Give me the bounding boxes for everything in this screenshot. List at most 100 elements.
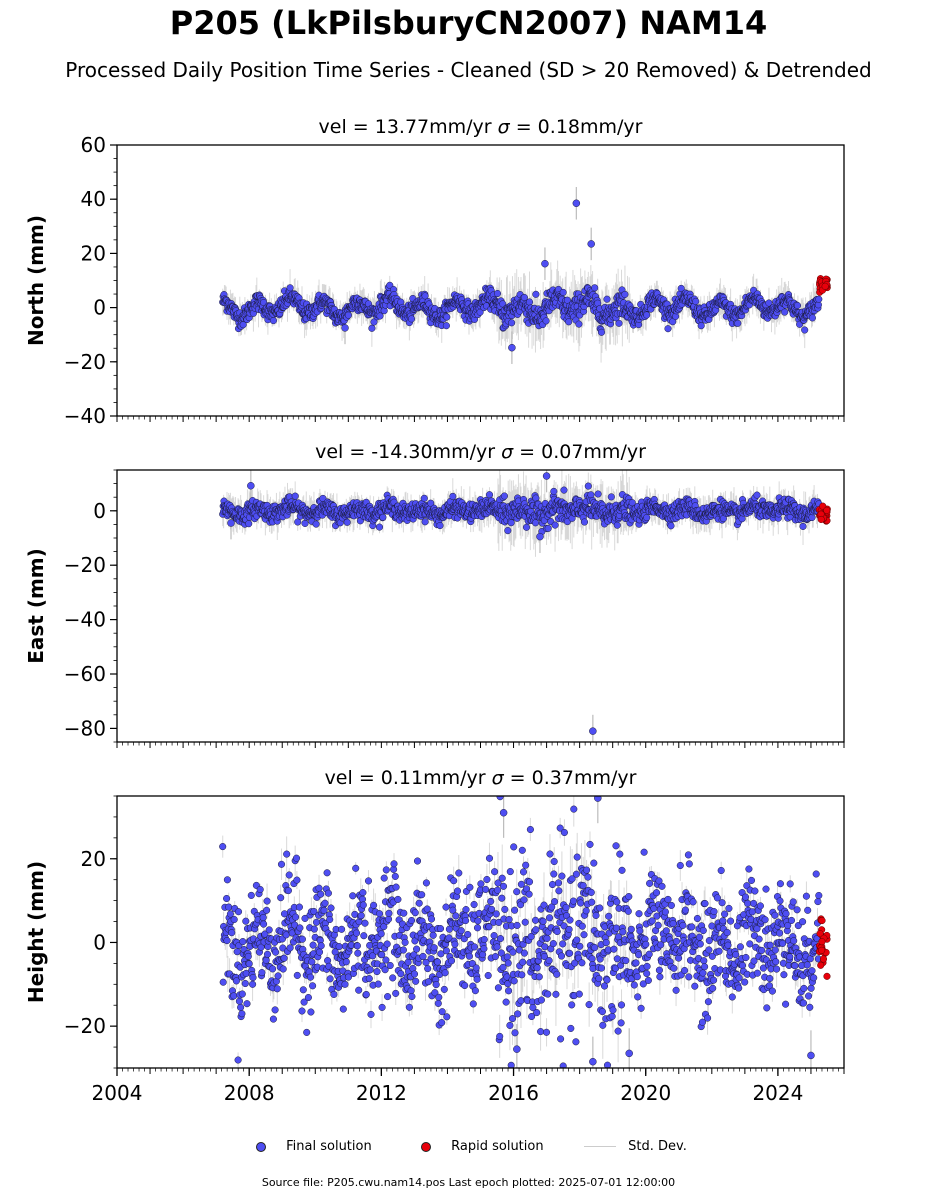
sigma-symbol: σ — [492, 767, 505, 789]
final-point — [613, 521, 621, 529]
final-point — [291, 492, 299, 500]
final-point — [628, 499, 636, 507]
final-outlier-point — [227, 519, 235, 527]
final-point — [370, 318, 378, 326]
y-axis-label: East (mm) — [24, 548, 48, 664]
final-point — [542, 317, 550, 325]
final-outlier-point — [508, 343, 516, 352]
final-point — [493, 289, 502, 298]
final-point — [667, 522, 675, 530]
final-point — [544, 524, 552, 532]
final-point — [597, 328, 606, 336]
final-point — [677, 284, 685, 292]
final-point — [697, 322, 705, 330]
final-point — [734, 319, 742, 327]
y-tick-label: 60 — [81, 133, 106, 157]
final-point — [808, 513, 816, 522]
velocity-label: vel = 0.11mm/yr — [325, 767, 492, 789]
sigma-value: = 0.07mm/yr — [513, 441, 646, 463]
rapid-point — [821, 282, 829, 290]
sigma-value: = 0.18mm/yr — [510, 116, 643, 138]
final-point — [507, 519, 515, 527]
final-outlier-point — [541, 259, 549, 268]
y-tick-label: 20 — [81, 241, 106, 265]
final-point — [621, 290, 629, 298]
final-point — [368, 324, 376, 332]
panel-title: vel = 13.77mm/yr σ = 0.18mm/yr — [319, 116, 643, 138]
final-point — [643, 311, 651, 319]
final-point — [815, 295, 823, 303]
rapid-point — [823, 506, 831, 514]
final-point — [594, 490, 602, 498]
velocity-label: vel = -14.30mm/yr — [315, 441, 501, 463]
y-tick-label: −60 — [64, 662, 106, 686]
final-point — [520, 293, 528, 302]
final-point — [692, 297, 700, 305]
final-outlier-point — [587, 240, 595, 248]
final-outlier-point — [247, 482, 255, 490]
figure-title: P205 (LkPilsburyCN2007) NAM14 — [169, 4, 768, 42]
final-point — [551, 521, 559, 529]
final-point — [449, 492, 457, 500]
final-point — [500, 492, 508, 500]
final-point — [793, 301, 802, 310]
panel-2: vel = -14.30mm/yr σ = 0.07mm/yr −80 −60 −40… — [24, 441, 845, 748]
final-point — [344, 311, 352, 319]
final-point — [379, 513, 387, 521]
final-outlier-point — [542, 472, 551, 480]
final-point — [421, 292, 429, 300]
final-point — [301, 519, 309, 527]
final-point — [584, 482, 592, 490]
final-outlier-point — [572, 199, 581, 208]
y-tick-label: −40 — [64, 608, 106, 632]
final-point — [525, 298, 534, 306]
final-point — [560, 486, 568, 494]
final-point — [427, 499, 435, 507]
data-layer — [219, 470, 831, 742]
final-point — [781, 308, 789, 316]
final-point — [765, 299, 773, 307]
final-point — [565, 318, 573, 326]
final-point — [643, 514, 651, 522]
final-point — [312, 520, 320, 528]
y-tick-label: 0 — [93, 499, 106, 523]
final-point — [508, 319, 516, 327]
final-point — [799, 522, 807, 530]
final-point — [286, 284, 294, 292]
final-point — [436, 522, 444, 530]
final-point — [375, 523, 384, 531]
rapid-point — [817, 515, 825, 524]
final-point — [522, 523, 531, 531]
final-point — [801, 326, 809, 334]
final-point — [485, 491, 494, 499]
panel-1: vel = 13.77mm/yr σ = 0.18mm/yr −40 −20 0 20 4… — [24, 116, 845, 428]
final-point — [442, 322, 450, 330]
final-point — [504, 527, 512, 535]
y-tick-label: −80 — [64, 716, 106, 740]
data-layer — [219, 187, 831, 364]
y-tick-label: 0 — [93, 296, 106, 320]
final-point — [550, 487, 558, 495]
sigma-symbol: σ — [501, 441, 514, 463]
final-point — [559, 288, 567, 296]
data-layer — [219, 796, 831, 1068]
final-point — [245, 520, 253, 528]
final-point — [753, 491, 761, 499]
final-point — [420, 494, 428, 502]
sigma-symbol: σ — [498, 116, 511, 138]
plot-frame — [116, 144, 845, 417]
final-point — [603, 295, 611, 303]
final-point — [615, 319, 623, 327]
y-tick-label: −20 — [64, 553, 106, 577]
final-point — [808, 314, 816, 322]
panel-title: vel = -14.30mm/yr σ = 0.07mm/yr — [315, 441, 646, 463]
final-point — [580, 518, 589, 526]
figure-subtitle: Processed Daily Position Time Series - C… — [65, 58, 872, 82]
final-point — [575, 320, 583, 328]
final-point — [532, 290, 540, 298]
y-tick-label: −20 — [64, 350, 106, 374]
final-outlier-point — [341, 324, 349, 332]
final-point — [343, 518, 351, 526]
